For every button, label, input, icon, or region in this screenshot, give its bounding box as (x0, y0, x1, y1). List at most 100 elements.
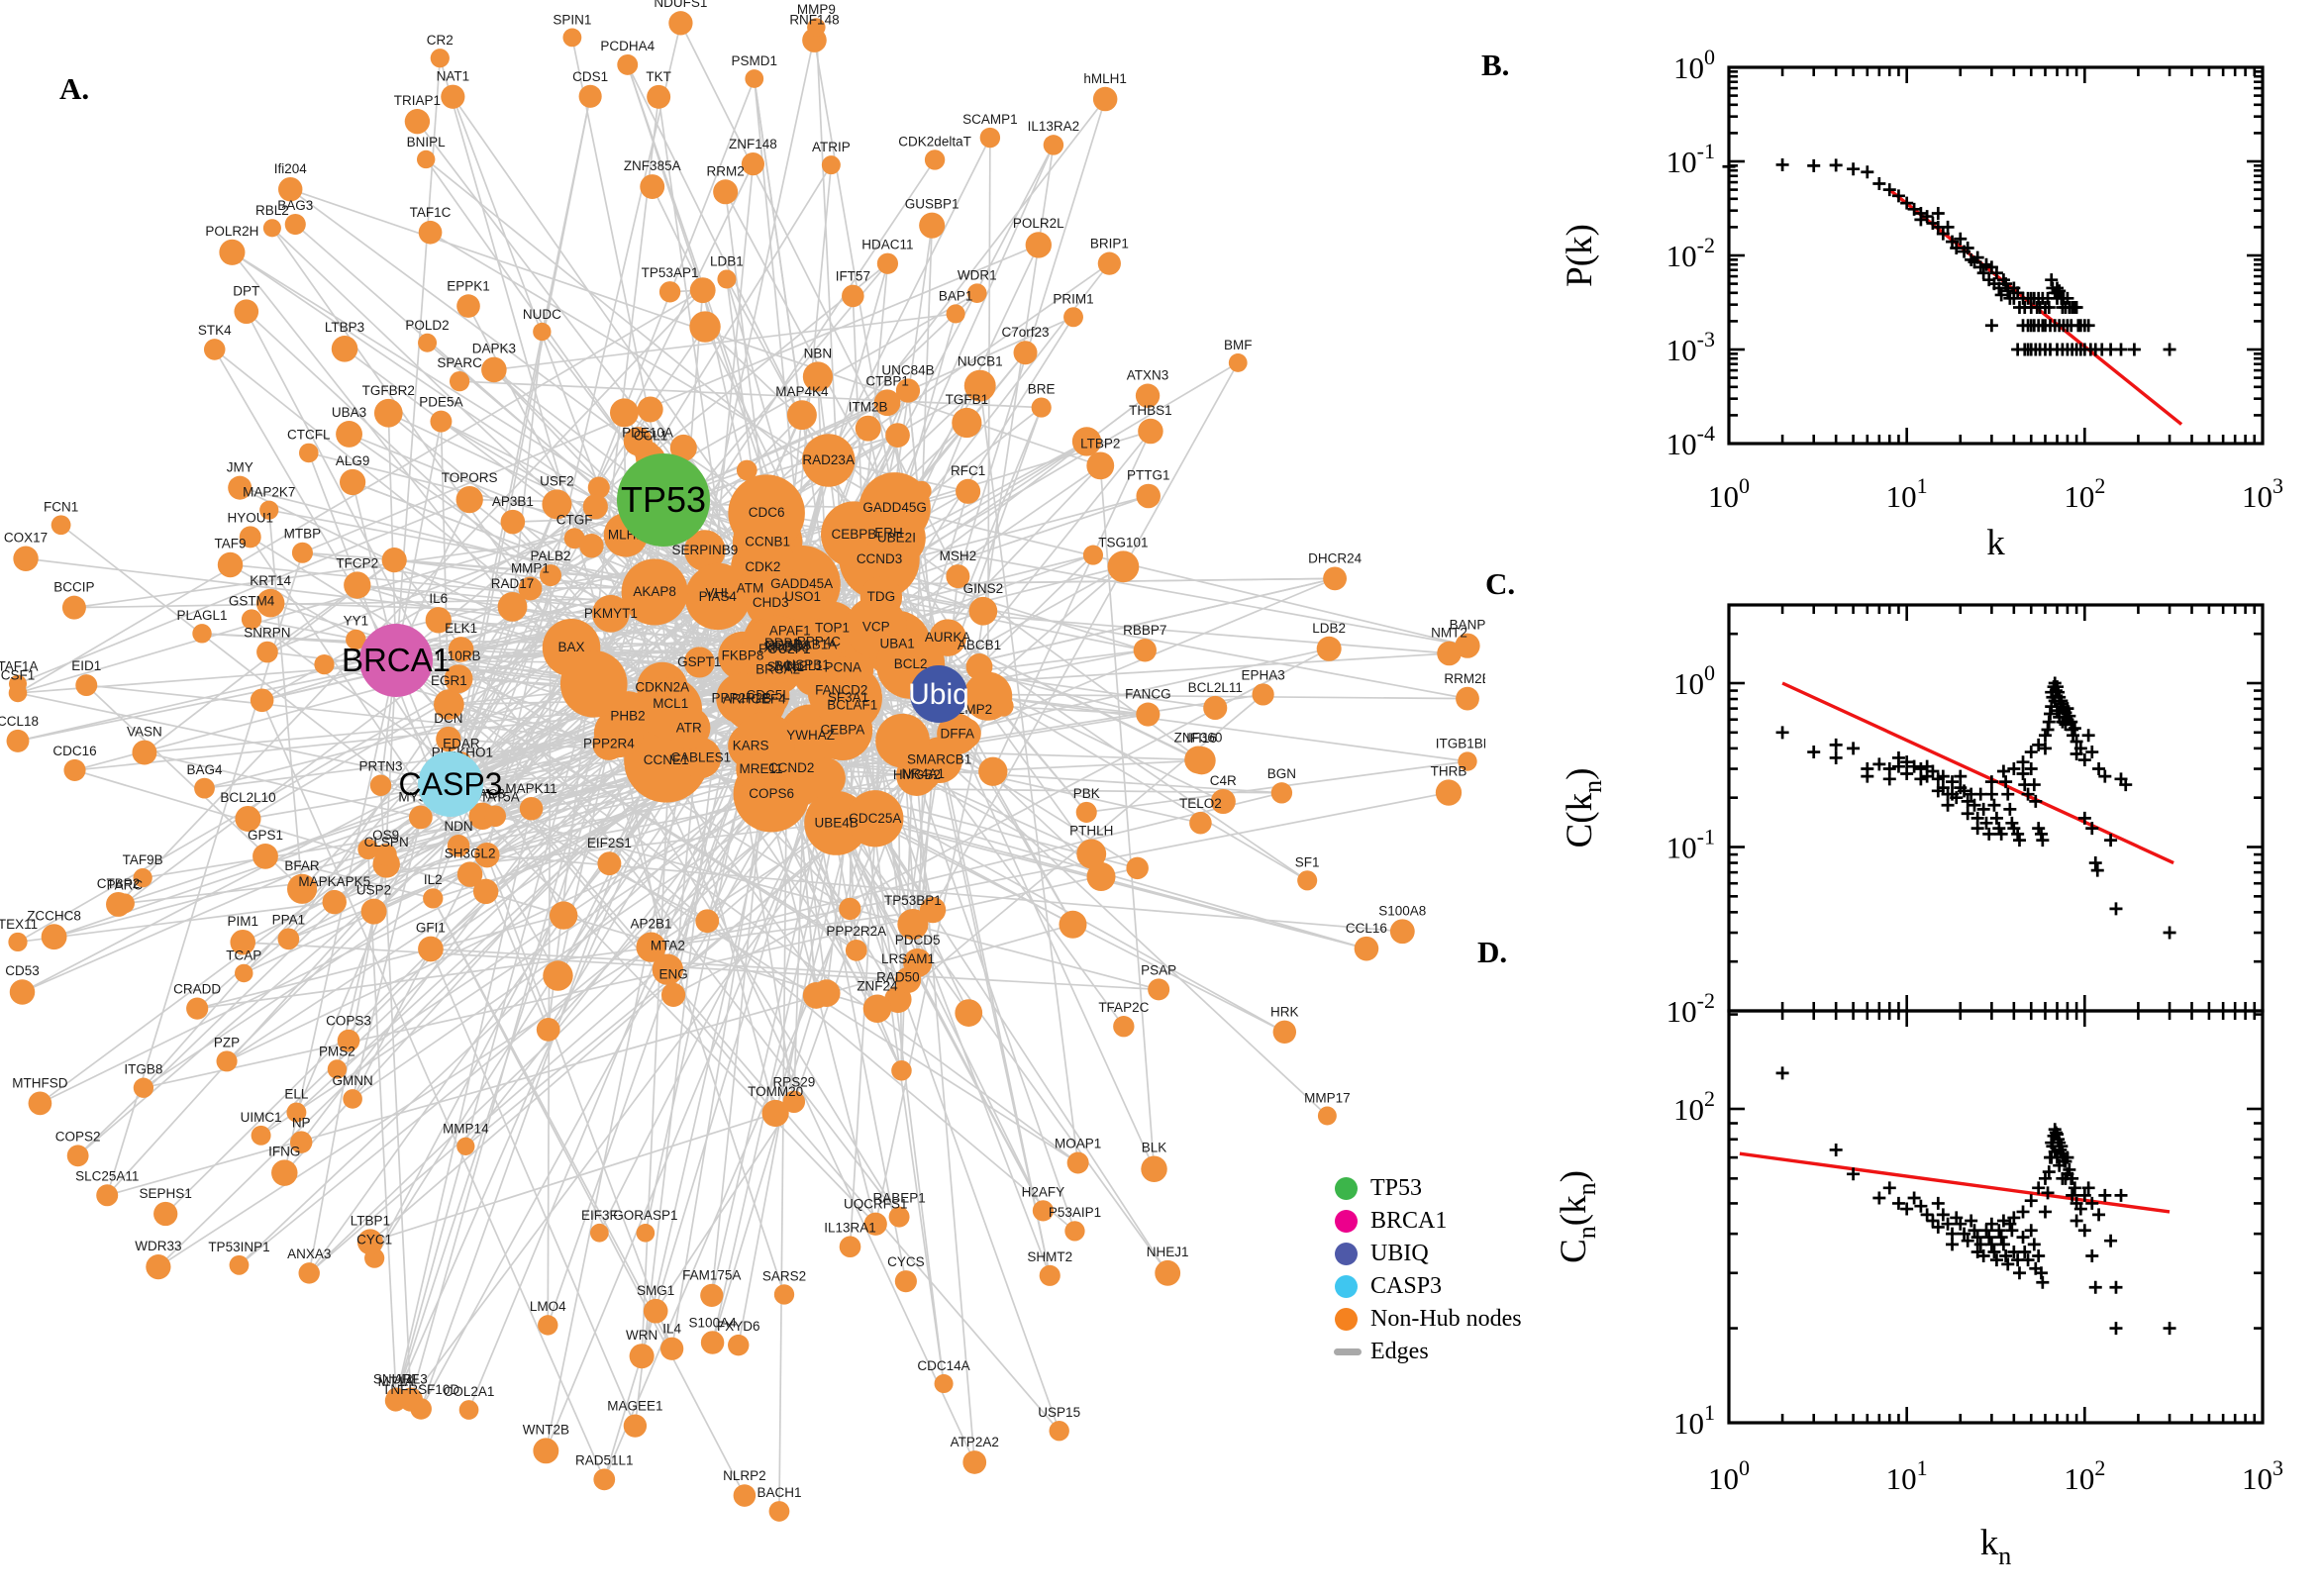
gene-node (1389, 919, 1415, 945)
gene-label: SNRPN (244, 626, 290, 641)
gene-label: FKBP8 (722, 648, 764, 663)
y-axis-title: P(k) (1560, 224, 1600, 287)
gene-node (336, 421, 362, 448)
gene-node (542, 489, 572, 520)
gene-label: TCAP (226, 948, 261, 963)
gene-label: MTHFSD (12, 1076, 67, 1091)
gene-label: PRTN3 (359, 759, 403, 774)
gene-label: MAPKAPK5 (298, 874, 370, 889)
gene-label: TAF1C (410, 205, 452, 220)
gene-node (955, 999, 983, 1027)
gene-node (640, 677, 702, 741)
gene-label: LTBP2 (1080, 436, 1120, 450)
gene-label: GSPT1 (677, 654, 721, 669)
panel-c-plot: 100 10-1 10-2 C(kn) (1560, 603, 2265, 1029)
gene-label: USO1 (784, 589, 821, 604)
gene-node (219, 239, 246, 265)
gene-label: CTBP1 (865, 373, 909, 388)
gene-label: LTBP3 (325, 320, 364, 335)
gene-node (538, 1315, 558, 1336)
gene-label: POLD2 (405, 318, 449, 333)
gene-label: EIF2S1 (587, 836, 632, 850)
gene-node (629, 1344, 655, 1369)
gene-label: CLSPN (364, 835, 409, 849)
gene-label: hMLH1 (1083, 71, 1127, 86)
gene-node (278, 176, 303, 202)
gene-node (1458, 751, 1477, 771)
gene-node (562, 28, 582, 48)
gene-node (968, 596, 998, 626)
gene-label: TP53BP1 (884, 893, 942, 908)
gene-label: UNC84B (881, 362, 934, 377)
legend-label: BRCA1 (1370, 1208, 1448, 1234)
gene-node (885, 423, 910, 448)
gene-node (1138, 418, 1163, 445)
gene-node (481, 356, 507, 383)
gene-label: CD53 (5, 963, 40, 978)
gene-node (1148, 978, 1170, 1001)
gene-label: CDC14A (917, 1358, 969, 1373)
panel-b-label: B. (1481, 48, 1510, 82)
gene-label: RABEP1 (872, 1191, 925, 1206)
gene-label: TSG101 (1098, 535, 1148, 549)
gene-node (827, 679, 878, 732)
gene-label: FXYD6 (717, 1319, 760, 1334)
gene-node (6, 729, 30, 752)
gene-node (287, 873, 318, 904)
gene-label: ERH (874, 526, 903, 541)
gene-label: CCND2 (768, 760, 815, 775)
gene-node (713, 179, 739, 205)
gene-node (430, 410, 453, 433)
gene-label: PDE10A (622, 425, 673, 440)
gene-label: NDN (444, 819, 472, 834)
gene-label: ATRIP (812, 140, 851, 154)
gene-node (1049, 1420, 1069, 1442)
legend-node-marker (1335, 1177, 1358, 1200)
gene-label: PTTG1 (1127, 468, 1170, 483)
fit-line (1739, 1151, 2171, 1214)
gene-label: RAD50 (876, 970, 920, 985)
gene-label: MMP17 (1304, 1091, 1351, 1106)
gene-label: STK4 (198, 323, 232, 338)
gene-label: C7orf23 (1002, 325, 1050, 340)
axis-tick-label: 10-2 (1666, 988, 1715, 1029)
gene-label: MTBP (284, 527, 322, 542)
legend-item: BRCA1 (1335, 1205, 1522, 1238)
gene-label: TELO2 (1179, 796, 1222, 811)
gene-label: CYC1 (356, 1233, 392, 1247)
gene-label: ITGB8 (124, 1062, 162, 1077)
gene-node (855, 415, 881, 442)
gene-node (1032, 1200, 1055, 1222)
gene-label: PPP4C (797, 635, 842, 649)
gene-label: TP53AP1 (642, 265, 699, 280)
gene-label: RBL2 (255, 203, 289, 218)
gene-label: NDUFS1 (654, 0, 707, 10)
gene-label: ZNF24 (857, 978, 898, 993)
gene-node (1323, 566, 1348, 591)
gene-node (637, 396, 663, 423)
gene-node (50, 515, 71, 536)
gene-node (623, 1414, 648, 1438)
legend-node-marker (1335, 1210, 1358, 1233)
gene-node (456, 1137, 475, 1155)
gene-node (75, 674, 98, 697)
gene-label: LMO4 (530, 1299, 566, 1314)
gene-label: MAP2K7 (243, 485, 295, 500)
gene-label: Ifi204 (274, 161, 308, 176)
gene-label: SERPINB9 (671, 543, 738, 557)
gene-label: MT1A (378, 1374, 414, 1389)
gene-label: SHMT2 (1027, 1249, 1072, 1264)
gene-node (327, 1059, 348, 1079)
gene-label: MAP4K4 (775, 384, 829, 399)
gene-node (418, 220, 443, 245)
gene-label: TKT (646, 69, 671, 84)
gene-label: BGN (1267, 766, 1296, 781)
gene-node (230, 929, 255, 955)
gene-node (1184, 746, 1212, 774)
gene-node (448, 637, 474, 662)
hub-tp53-label: TP53 (621, 479, 706, 520)
gene-node (847, 790, 904, 848)
gene-label: HYOU1 (227, 510, 273, 525)
gene-node (962, 1450, 987, 1474)
gene-label: TOMM20 (748, 1084, 803, 1099)
